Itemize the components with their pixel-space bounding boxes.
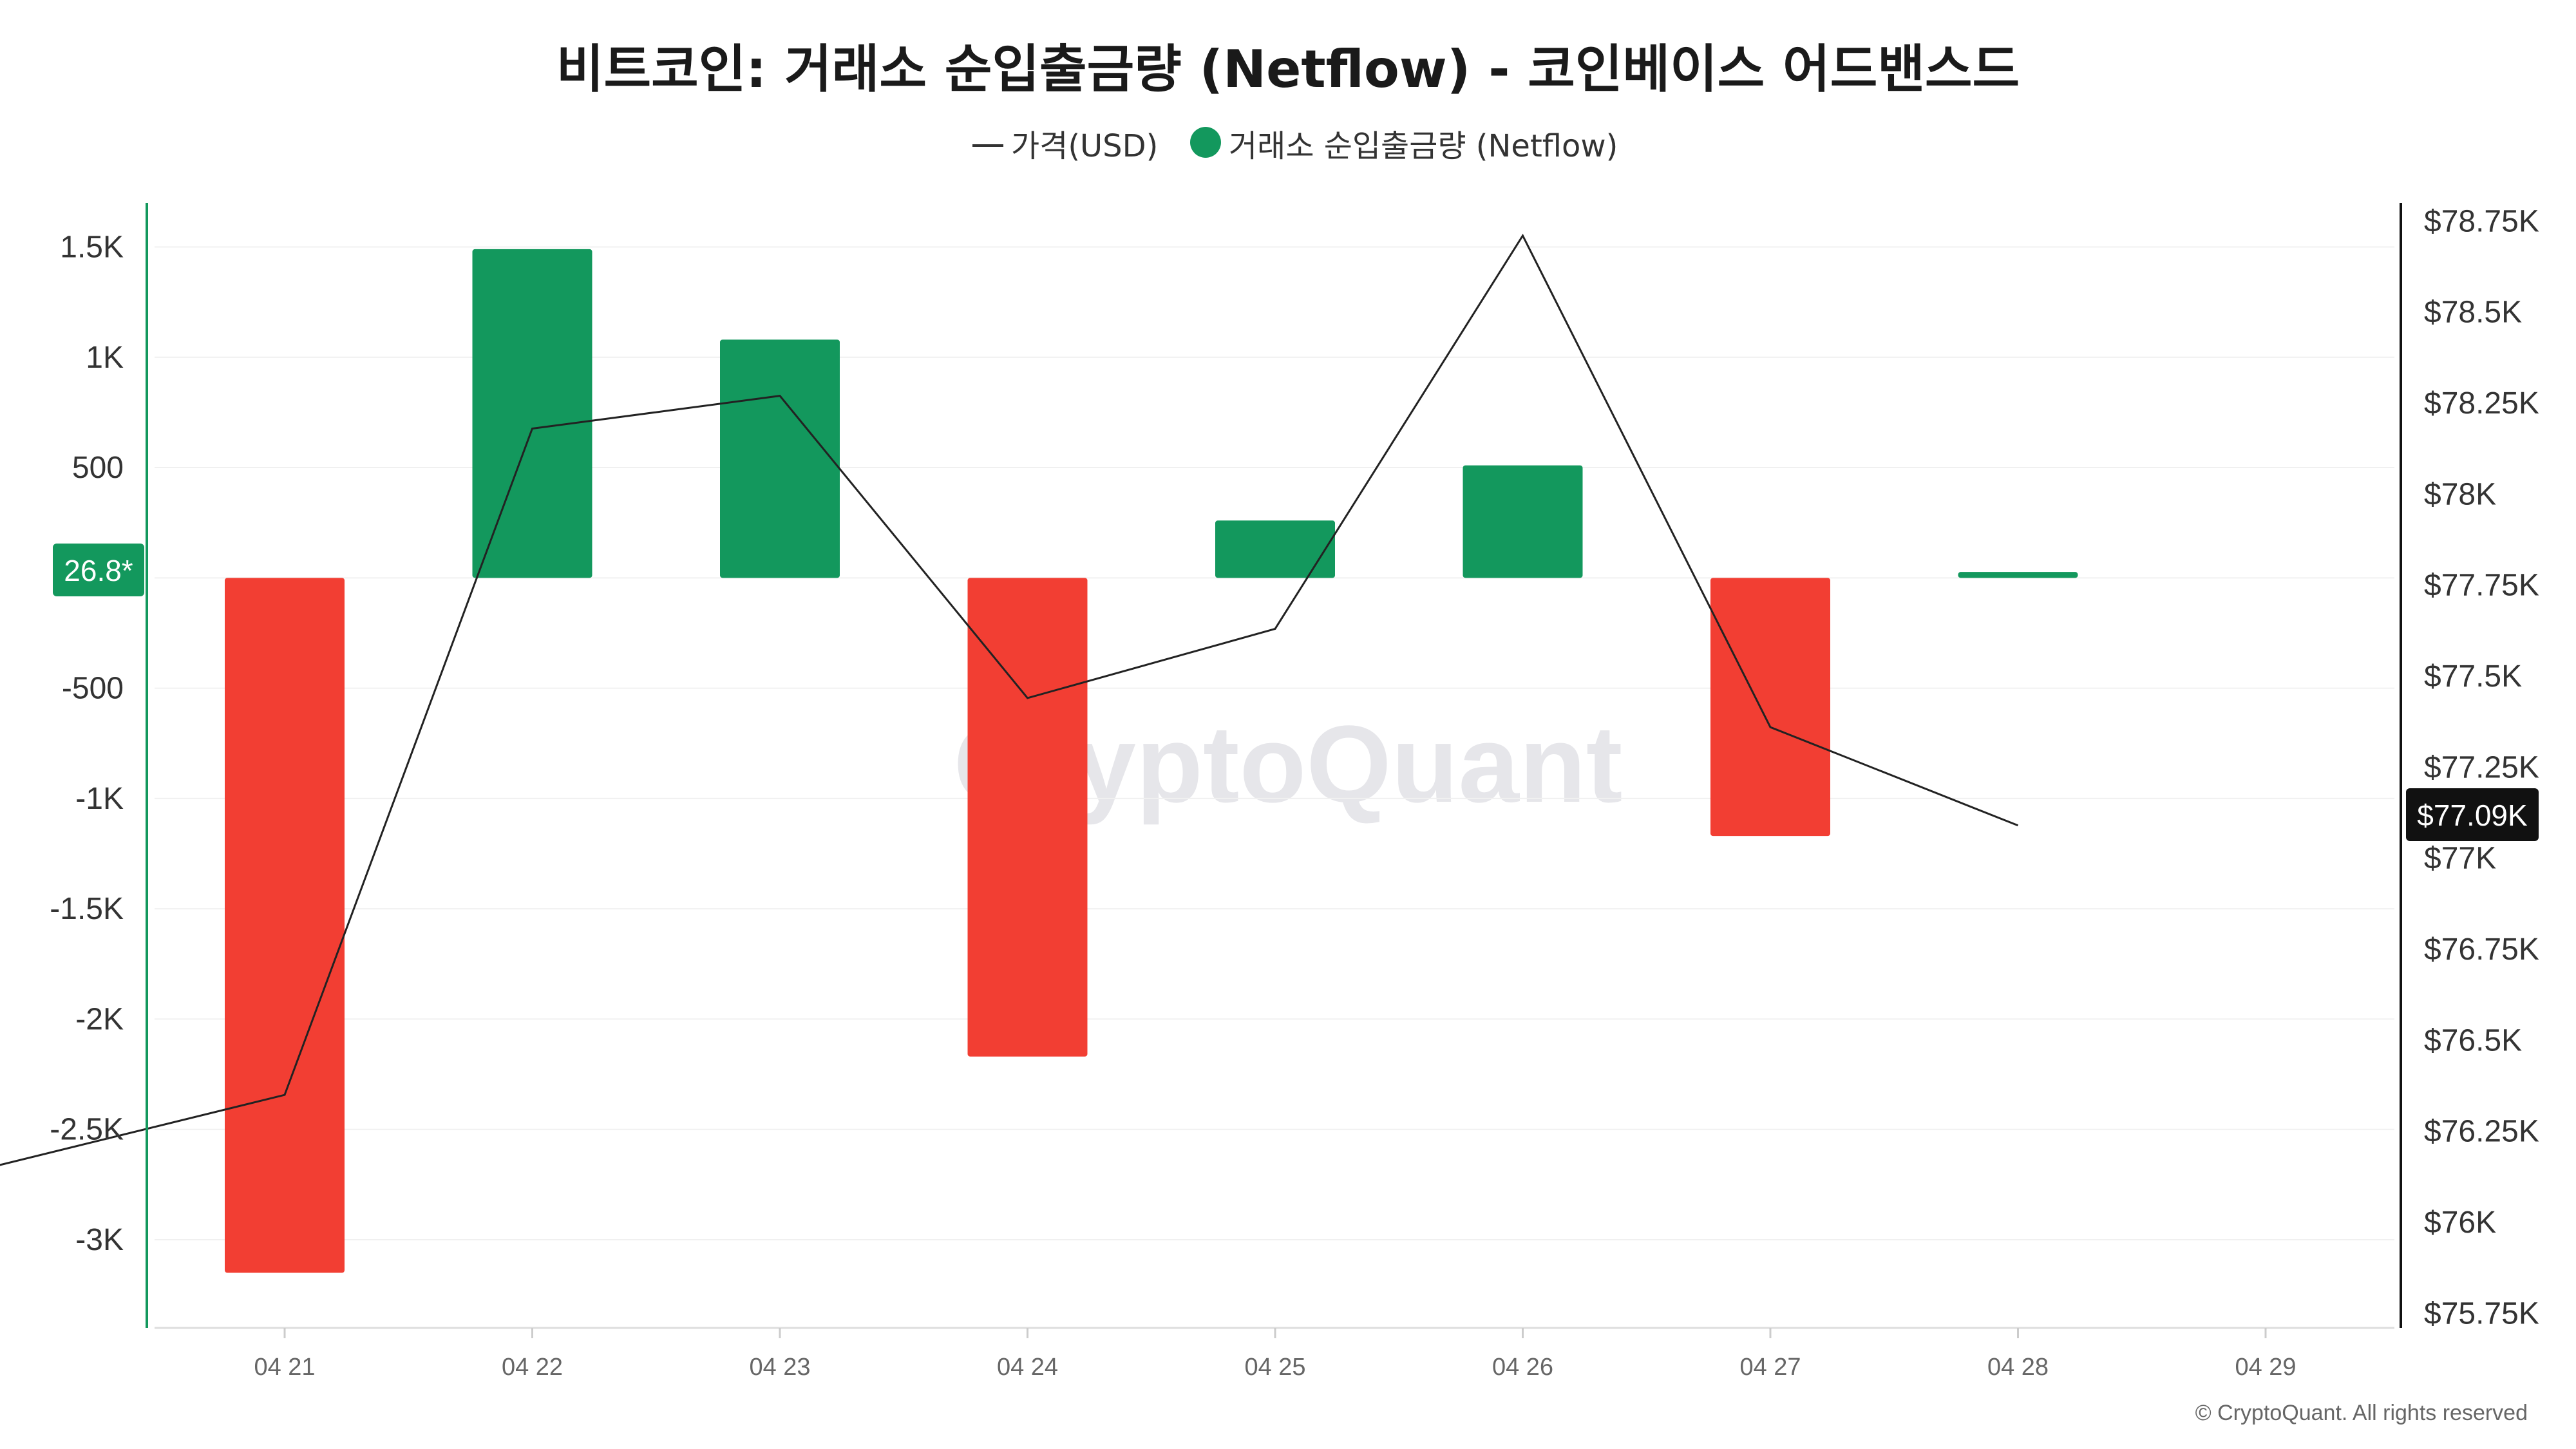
left-current-value-text: 26.8* [64, 554, 133, 587]
netflow-bar-04-26[interactable] [1463, 465, 1583, 578]
netflow-bar-04-25[interactable] [1215, 520, 1335, 578]
netflow-bar-04-22[interactable] [472, 249, 592, 578]
left-tick-label: -1K [75, 782, 124, 816]
right-tick-label: $76.5K [2424, 1023, 2522, 1057]
legend-netflow-dot-marker [1190, 127, 1221, 158]
right-tick-label: $77.25K [2424, 750, 2539, 784]
left-current-value-badge: 26.8* [53, 544, 144, 596]
netflow-bar-04-24[interactable] [967, 578, 1088, 1057]
right-tick-label: $77K [2424, 842, 2496, 876]
x-tick-label: 04 23 [749, 1354, 810, 1381]
x-tick-label: 04 27 [1739, 1354, 1801, 1381]
x-tick-label: 04 24 [997, 1354, 1058, 1381]
chart-title: 비트코인: 거래소 순입출금량 (Netflow) - 코인베이스 어드밴스드 [556, 39, 2020, 99]
x-tick-label: 04 28 [1987, 1354, 2049, 1381]
right-tick-label: $75.75K [2424, 1296, 2539, 1331]
x-axis-ticks: 04 21 04 22 04 23 04 24 04 25 04 26 04 27 04 28… [254, 1328, 2297, 1381]
right-tick-label: $76K [2424, 1206, 2496, 1240]
netflow-bar-04-23[interactable] [720, 339, 840, 578]
left-axis-ticks: 1.5K 1K 500 -500 -1K -1.5K -2K -2.5K -3K [50, 231, 124, 1257]
price-line [0, 233, 2019, 1166]
netflow-bar-04-27[interactable] [1710, 578, 1830, 837]
legend-netflow-label[interactable]: 거래소 순입출금량 (Netflow) [1229, 128, 1618, 164]
right-tick-label: $78.5K [2424, 296, 2522, 330]
left-tick-label: 1.5K [60, 231, 124, 265]
right-current-value-text: $77.09K [2417, 799, 2528, 832]
x-tick-label: 04 26 [1492, 1354, 1553, 1381]
right-tick-label: $78.75K [2424, 204, 2539, 238]
right-tick-label: $77.75K [2424, 569, 2539, 603]
legend-price-label[interactable]: 가격(USD) [1011, 128, 1158, 164]
x-tick-label: 04 21 [254, 1354, 315, 1381]
x-tick-label: 04 22 [502, 1354, 563, 1381]
left-tick-label: -2K [75, 1002, 124, 1036]
left-tick-label: 1K [86, 341, 124, 375]
right-axis-ticks: $78.75K $78.5K $78.25K $78K $77.75K $77.5K $77… [2424, 204, 2539, 1331]
left-tick-label: -1.5K [50, 892, 124, 926]
left-tick-label: 500 [72, 451, 124, 485]
netflow-bars [225, 249, 2078, 1273]
left-tick-label: -3K [75, 1223, 124, 1257]
left-tick-label: -2.5K [50, 1113, 124, 1147]
right-tick-label: $78.25K [2424, 386, 2539, 421]
right-tick-label: $77.5K [2424, 659, 2522, 694]
left-tick-label: -500 [62, 672, 124, 706]
right-current-value-badge: $77.09K [2406, 788, 2539, 841]
netflow-bar-04-21[interactable] [225, 578, 345, 1273]
copyright-notice: © CryptoQuant. All rights reserved [2195, 1401, 2528, 1425]
x-tick-label: 04 25 [1244, 1354, 1305, 1381]
netflow-bar-04-28[interactable] [1958, 572, 2078, 578]
right-tick-label: $76.75K [2424, 933, 2539, 967]
right-tick-label: $78K [2424, 477, 2496, 511]
x-tick-label: 04 29 [2235, 1354, 2296, 1381]
right-tick-label: $76.25K [2424, 1115, 2539, 1149]
legend: 가격(USD) 거래소 순입출금량 (Netflow) [972, 127, 1618, 164]
